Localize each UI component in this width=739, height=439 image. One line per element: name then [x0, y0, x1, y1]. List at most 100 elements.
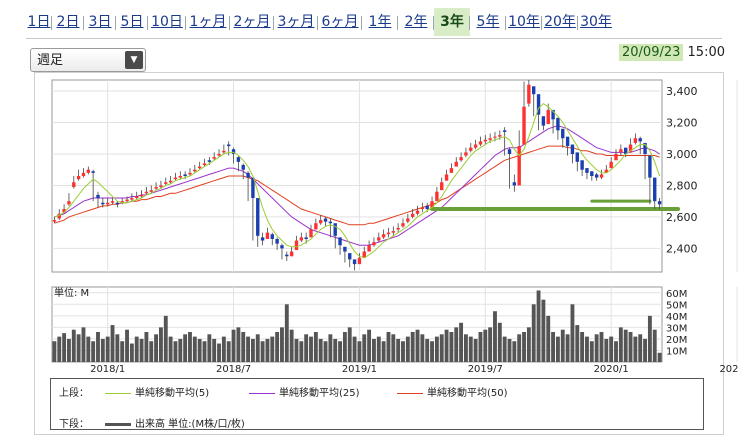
volume-bar — [221, 336, 226, 362]
volume-bar — [139, 338, 144, 362]
volume-bar — [594, 334, 599, 362]
volume-tick-label: 20M — [666, 335, 687, 346]
candle-body — [406, 218, 410, 222]
candle-body — [154, 187, 158, 189]
period-select[interactable]: 週足 ▼ — [30, 48, 146, 72]
tab-4[interactable]: 10日 — [151, 14, 183, 30]
candle-body — [590, 171, 594, 176]
chevron-down-icon: ▼ — [125, 51, 143, 69]
volume-bar — [250, 338, 255, 362]
tab-15[interactable]: 30年 — [580, 14, 612, 30]
tab-2[interactable]: 3日 — [88, 14, 112, 30]
candle-body — [633, 138, 638, 143]
volume-bar — [430, 341, 434, 362]
tab-8[interactable]: 6ヶ月 — [321, 14, 359, 30]
candle-body — [551, 109, 555, 120]
candle-body — [410, 213, 415, 217]
volume-bar — [551, 332, 556, 362]
tab-3[interactable]: 5日 — [120, 14, 144, 30]
candle-body — [561, 128, 565, 139]
tab-separator — [397, 16, 398, 30]
tab-6[interactable]: 2ヶ月 — [233, 14, 271, 30]
volume-bar — [76, 334, 81, 362]
volume-bar — [154, 334, 159, 362]
tab-12[interactable]: 5年 — [476, 14, 500, 30]
tab-13[interactable]: 10年 — [508, 14, 540, 30]
tab-1[interactable]: 2日 — [56, 14, 80, 30]
volume-tick-label: 60M — [666, 289, 687, 300]
legend-upper-label: 上段： — [59, 388, 89, 399]
chart-legend: 上段： 単純移動平均(5) 単純移動平均(25) 単純移動平均(50) 下段： … — [50, 378, 704, 430]
candle-body — [72, 182, 76, 188]
tab-10[interactable]: 2年 — [404, 14, 428, 30]
candle-body — [212, 157, 216, 159]
volume-bar — [96, 332, 100, 362]
price-tick-label: 3,200 — [666, 116, 698, 129]
volume-bar — [599, 332, 604, 362]
volume-bar — [522, 332, 526, 362]
tab-separator — [577, 16, 578, 30]
volume-bar — [488, 327, 493, 362]
volume-bar — [67, 338, 71, 362]
tab-0[interactable]: 1日 — [27, 14, 51, 30]
volume-bar — [517, 334, 522, 362]
volume-bar — [502, 336, 507, 362]
volume-bar — [410, 332, 415, 362]
volume-bar — [405, 336, 410, 362]
volume-bar — [536, 290, 541, 362]
candle-body — [159, 185, 163, 188]
volume-bar — [386, 332, 391, 362]
tab-separator — [469, 16, 470, 30]
candle-body — [401, 223, 405, 227]
candle-body — [648, 155, 652, 178]
volume-bar — [333, 338, 338, 362]
candle-body — [435, 191, 439, 202]
volume-tick-label: 30M — [666, 323, 687, 334]
volume-bar — [376, 336, 381, 362]
volume-bar — [463, 334, 468, 362]
legend-lower-label: 下段： — [59, 419, 89, 430]
volume-bar — [202, 341, 207, 362]
volume-bar — [570, 304, 575, 362]
volume-bar — [188, 332, 192, 362]
volume-bar — [197, 338, 202, 362]
candle-body — [357, 257, 362, 265]
tab-separator — [273, 16, 274, 30]
candle-body — [202, 163, 207, 165]
volume-unit-label: 単位: M — [54, 286, 89, 299]
candle-body — [536, 94, 541, 115]
volume-bar — [289, 329, 294, 362]
candle-body — [570, 144, 575, 154]
time-tick-label: 2018/7 — [216, 364, 251, 375]
candle-body — [430, 201, 434, 208]
candle-body — [227, 144, 231, 147]
volume-bar — [628, 332, 633, 362]
tab-5[interactable]: 1ヶ月 — [189, 14, 227, 30]
last-update-date: 20/09/23 — [619, 44, 684, 61]
candle-body — [241, 164, 245, 170]
volume-bar — [217, 343, 221, 362]
tab-separator — [317, 16, 318, 30]
candle-body — [81, 172, 86, 176]
candle-body — [381, 234, 386, 238]
volume-bar — [507, 338, 512, 362]
volume-bar — [589, 341, 594, 362]
candle-body — [502, 130, 507, 132]
volume-bar — [270, 336, 275, 362]
volume-bar — [367, 329, 372, 362]
volume-bar — [555, 336, 560, 362]
tab-7[interactable]: 3ヶ月 — [277, 14, 315, 30]
candle-body — [188, 172, 192, 175]
volume-bar — [144, 332, 149, 362]
tab-11[interactable]: 3年 — [434, 8, 470, 36]
legend-volume: 出来高 単位:(M株/口/枚) — [103, 415, 245, 430]
candle-body — [231, 149, 236, 154]
tab-9[interactable]: 1年 — [368, 14, 392, 30]
legend-volume-label: 出来高 単位:(M株/口/枚) — [135, 419, 245, 430]
candle-body — [493, 136, 497, 138]
tab-14[interactable]: 20年 — [544, 14, 576, 30]
legend-ma50: 単純移動平均(50) — [395, 384, 508, 399]
candle-body — [67, 201, 71, 205]
volume-tick-label: 10M — [666, 346, 687, 357]
